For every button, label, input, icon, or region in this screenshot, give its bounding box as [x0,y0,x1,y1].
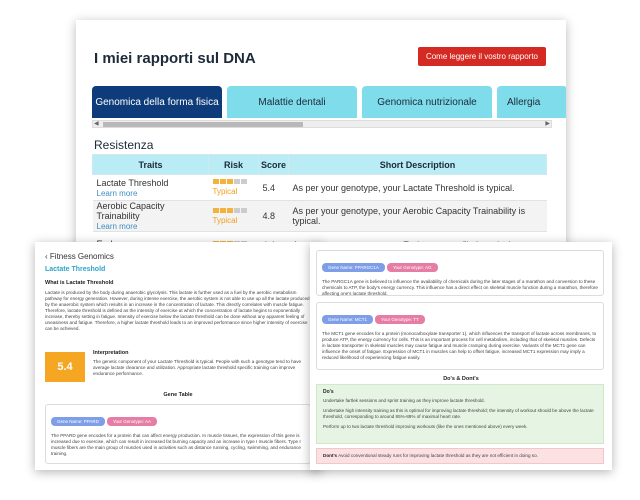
tab-allergy[interactable]: Allergia [497,86,566,118]
scroll-left-icon[interactable]: ◀ [94,121,99,127]
section-title: Resistenza [94,138,154,152]
gene-card: Gene Name: PPARD Your Genotype: AA The PP… [45,404,311,464]
genotype-badge: Your Genotype: AG [386,263,438,272]
table-row: Lactate Threshold Learn more Typical 5.4 … [92,174,547,201]
gene-description: The PARGC1A gene is believed to influenc… [322,279,598,296]
risk-label: Typical [212,215,238,225]
gene-name-badge: Gene Name: PPARD [51,417,105,426]
table-row: Aerobic Capacity Trainability Learn more … [92,200,547,232]
column-header-risk: Risk [208,154,259,175]
tabs-scrollbar[interactable]: ◀ ▶ [92,120,552,128]
score-value: 4.8 [258,200,289,232]
chevron-left-icon: ‹ [45,252,48,261]
page-title: I miei rapporti sul DNA [94,50,256,67]
category-tabs: Genomica della forma fisica Malattie den… [92,86,566,118]
trait-name: Aerobic Capacity Trainability [96,201,165,221]
trait-description: Lactate is produced by the body during a… [45,290,310,331]
gene-description: The PPARD gene encodes for a protein tha… [51,433,301,456]
column-header-score: Score [258,154,289,175]
trait-name: Lactate Threshold [96,177,169,188]
tab-dental-diseases[interactable]: Malattie dentali [227,86,357,118]
section-heading: What is Lactate Threshold [45,280,114,286]
gene-table-heading: Gene Table [163,392,193,398]
risk-meter [212,207,255,213]
scroll-right-icon[interactable]: ▶ [545,121,550,127]
column-header-short-description: Short Description [288,154,547,175]
tab-fitness-genomics[interactable]: Genomica della forma fisica [92,86,222,118]
gene-card: Gene Name: PPARGC1A Your Genotype: AG The… [316,250,604,296]
short-description: As per your genotype, your Lactate Thres… [288,174,547,201]
dna-reports-panel: I miei rapporti sul DNA Come leggere il … [76,20,566,302]
donts-label: Dont's [323,453,338,458]
score-value: 5.4 [258,174,289,201]
donts-box: Dont's Avoid conventional steady runs fo… [316,448,604,464]
learn-more-link[interactable]: Learn more [96,188,138,198]
risk-label: Typical [212,187,238,196]
tab-nutritional-genomics[interactable]: Genomica nutrizionale [362,86,492,118]
short-description: As per your genotype, your Aerobic Capac… [288,200,547,232]
interpretation-text: The genetic component of your Lactate Th… [93,359,302,376]
back-link[interactable]: ‹ Fitness Genomics [45,252,114,261]
gene-details-panel: Gene Name: PPARGC1A Your Genotype: AG The… [310,242,612,470]
dos-box: Do's Undertake fartlek sessions and spri… [316,384,604,444]
score-badge: 5.4 [45,352,85,382]
gene-card: Gene Name: MCT1 Your Genotype: TT The MCT… [316,302,604,370]
list-item: Undertake fartlek sessions and sprint tr… [323,398,485,403]
how-to-read-report-button[interactable]: Come leggere il vostro rapporto [417,47,546,66]
trait-subtitle: Lactate Threshold [45,266,106,273]
traits-table: Traits Risk Score Short Description Lact… [92,154,547,258]
gene-name-badge: Gene Name: MCT1 [322,315,374,324]
learn-more-link[interactable]: Learn more [96,222,138,231]
risk-meter [212,179,255,184]
interpretation-heading: Interpretation [93,350,129,356]
donts-text: Avoid conventional steady runs for impro… [338,453,538,458]
scrollbar-thumb[interactable] [103,122,303,127]
list-item: Perform up to two lactate threshold impr… [323,424,528,429]
list-item: Undertake high intensity training as thi… [323,408,594,419]
trait-detail-panel: ‹ Fitness Genomics Lactate Threshold Wha… [35,242,321,470]
gene-name-badge: Gene Name: PPARGC1A [322,263,385,272]
dos-donts-heading: Do's & Dont's [443,376,479,382]
genotype-badge: Your Genotype: AA [106,417,158,426]
gene-description: The MCT1 gene encodes for a protein (mon… [322,331,597,360]
dos-heading: Do's [323,389,334,395]
genotype-badge: Your Genotype: TT [375,315,425,324]
column-header-traits: Traits [92,154,209,175]
